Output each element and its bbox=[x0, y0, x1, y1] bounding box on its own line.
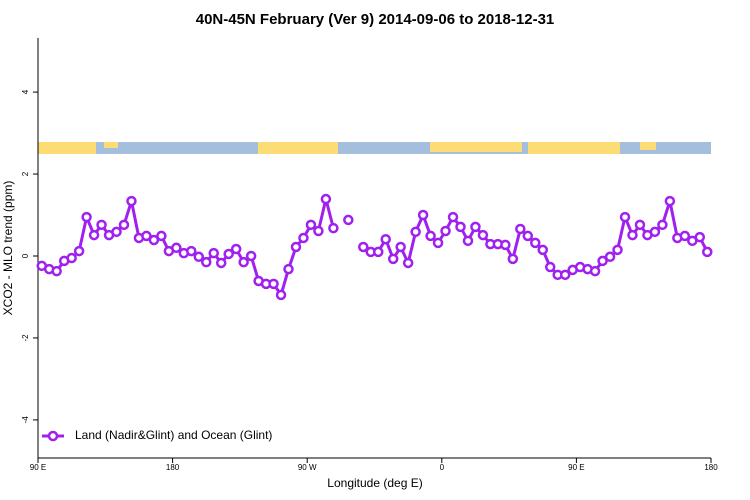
data-point bbox=[530, 237, 541, 249]
land bbox=[104, 142, 118, 148]
data-point bbox=[201, 256, 212, 268]
data-point bbox=[223, 248, 234, 260]
x-tick-label: 180 bbox=[166, 463, 180, 472]
data-point bbox=[275, 289, 287, 301]
data-point bbox=[313, 225, 324, 237]
data-point bbox=[417, 209, 429, 221]
x-axis-label: Longitude (deg E) bbox=[327, 476, 422, 490]
data-point bbox=[470, 221, 481, 233]
data-point bbox=[612, 244, 623, 256]
data-point bbox=[425, 230, 436, 242]
data-point bbox=[320, 193, 332, 205]
data-point bbox=[477, 229, 489, 241]
data-point bbox=[148, 234, 160, 246]
data-point bbox=[111, 226, 122, 238]
land bbox=[528, 142, 620, 154]
data-point bbox=[679, 230, 691, 242]
chart-title: 40N-45N February (Ver 9) 2014-09-06 to 2… bbox=[196, 11, 555, 28]
data-point bbox=[649, 226, 661, 238]
data-point bbox=[193, 251, 205, 263]
data-point bbox=[126, 195, 137, 207]
data-point bbox=[619, 211, 631, 223]
y-tick-label: -4 bbox=[21, 416, 30, 424]
data-point bbox=[245, 250, 257, 262]
data-point bbox=[432, 237, 444, 249]
data-point bbox=[215, 257, 227, 269]
data-point bbox=[702, 246, 713, 258]
data-point bbox=[51, 265, 62, 277]
data-point bbox=[186, 245, 197, 257]
data-point bbox=[447, 211, 459, 223]
data-point bbox=[500, 239, 511, 251]
data-point bbox=[283, 263, 294, 275]
data-point bbox=[268, 278, 279, 290]
data-point bbox=[537, 244, 548, 256]
data-point bbox=[81, 211, 92, 223]
legend-marker bbox=[47, 430, 59, 442]
data-point bbox=[664, 195, 676, 207]
data-point bbox=[440, 225, 451, 237]
land bbox=[258, 142, 338, 154]
land bbox=[640, 142, 656, 150]
data-point bbox=[88, 229, 100, 241]
data-point bbox=[290, 241, 302, 253]
data-point bbox=[455, 221, 466, 233]
data-point bbox=[522, 230, 534, 242]
data-point bbox=[589, 265, 601, 277]
data-point bbox=[657, 219, 668, 231]
y-tick-label: 0 bbox=[21, 253, 30, 258]
data-point bbox=[208, 247, 219, 259]
data-point bbox=[73, 245, 85, 257]
x-tick-label: 90 E bbox=[30, 463, 46, 472]
land bbox=[38, 142, 96, 154]
x-tick-label: 90 W bbox=[298, 463, 317, 472]
data-point bbox=[358, 241, 369, 253]
data-point bbox=[395, 241, 406, 253]
data-point bbox=[96, 219, 107, 231]
legend-label: Land (Nadir&Glint) and Ocean (Glint) bbox=[75, 428, 272, 442]
data-point bbox=[507, 253, 519, 265]
x-tick-label: 180 bbox=[704, 463, 718, 472]
data-point bbox=[410, 226, 421, 238]
y-tick-label: 4 bbox=[21, 89, 30, 94]
y-tick-label: 2 bbox=[21, 171, 30, 176]
data-point bbox=[634, 219, 646, 231]
data-point bbox=[343, 214, 354, 226]
data-point bbox=[298, 232, 309, 244]
data-point bbox=[156, 230, 167, 242]
land-ocean-band bbox=[38, 142, 711, 154]
data-point bbox=[694, 231, 706, 243]
data-point bbox=[544, 261, 556, 273]
data-point bbox=[372, 246, 384, 258]
data-point bbox=[597, 255, 608, 267]
data-point bbox=[328, 222, 339, 234]
data-point bbox=[402, 257, 414, 269]
y-tick-label: -2 bbox=[21, 334, 30, 342]
x-tick-label: 0 bbox=[440, 463, 445, 472]
data-point bbox=[171, 242, 182, 254]
data-point bbox=[230, 243, 242, 255]
data-point bbox=[238, 256, 249, 268]
data-point bbox=[387, 253, 399, 265]
data-point bbox=[462, 235, 474, 247]
data-point bbox=[141, 230, 152, 242]
data-point bbox=[380, 233, 391, 245]
land bbox=[430, 142, 522, 152]
data-point bbox=[559, 269, 571, 281]
x-tick-label: 90 E bbox=[568, 463, 584, 472]
data-point bbox=[515, 223, 526, 235]
data-point bbox=[305, 219, 317, 231]
data-point bbox=[66, 252, 77, 264]
data-point bbox=[118, 219, 130, 231]
data-point bbox=[627, 229, 638, 241]
y-axis-label: XCO2 - MLO trend (ppm) bbox=[1, 181, 15, 316]
data-point bbox=[604, 251, 616, 263]
